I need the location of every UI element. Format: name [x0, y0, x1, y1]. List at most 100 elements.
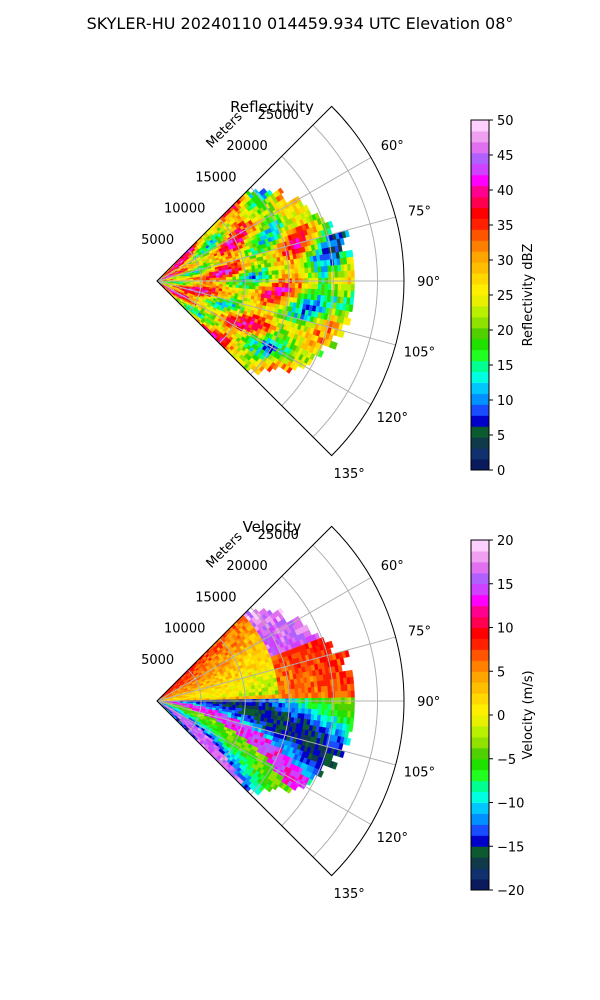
- colorbar-tick-label: 35: [497, 219, 514, 234]
- data-cell: [202, 278, 207, 281]
- data-cell: [291, 283, 296, 289]
- data-cell: [285, 273, 289, 279]
- data-cell: [350, 290, 355, 299]
- colorbar-tick-label: 10: [497, 394, 514, 409]
- data-cell: [271, 706, 276, 712]
- data-cell: [304, 283, 309, 290]
- colorbar-swatch: [471, 693, 489, 705]
- data-cell: [248, 272, 253, 277]
- colorbar-tick-label: 20: [497, 324, 514, 339]
- data-cell: [235, 690, 240, 695]
- colorbar-swatch: [471, 758, 489, 771]
- data-cell: [334, 691, 339, 699]
- data-cell: [327, 703, 332, 711]
- data-cell: [235, 702, 240, 706]
- data-cell: [311, 692, 316, 699]
- data-cell: [225, 276, 230, 280]
- data-cell: [248, 269, 253, 274]
- data-cell: [235, 282, 240, 286]
- colorbar-swatch: [471, 627, 489, 639]
- colorbar-swatch: [471, 682, 489, 694]
- data-cell: [248, 288, 253, 293]
- data-cell: [328, 220, 334, 229]
- data-cell: [265, 271, 270, 276]
- data-cell: [268, 702, 273, 708]
- colorbar-swatch: [471, 605, 489, 618]
- data-cell: [225, 274, 230, 278]
- reflectivity-panel: 60°75°90°105°120°135°5000100001500020000…: [141, 98, 536, 482]
- data-cell: [271, 702, 276, 708]
- data-cell: [321, 691, 326, 699]
- data-cell: [264, 710, 269, 715]
- data-cell: [304, 692, 309, 699]
- data-cell: [245, 689, 250, 694]
- data-cell: [344, 690, 349, 698]
- colorbar-swatch: [471, 583, 489, 596]
- colorbar-swatch: [471, 879, 489, 891]
- colorbar-swatch: [471, 769, 489, 782]
- data-cell: [219, 701, 224, 705]
- data-cell: [308, 283, 312, 290]
- data-cell: [271, 286, 276, 292]
- data-cell: [334, 703, 339, 711]
- data-cell: [285, 703, 289, 709]
- data-cell: [278, 702, 283, 708]
- colorbar-swatch: [471, 404, 489, 416]
- data-cell: [212, 697, 217, 701]
- data-cell: [271, 694, 276, 700]
- data-cell: [350, 710, 355, 719]
- data-cell: [271, 690, 276, 696]
- data-cell: [231, 271, 236, 275]
- data-cell: [278, 282, 283, 288]
- data-cell: [311, 703, 316, 710]
- range-tick-label: 10000: [164, 202, 205, 217]
- data-cell: [245, 695, 250, 700]
- colorbar-swatch: [471, 262, 489, 274]
- colorbar-swatch: [471, 835, 489, 847]
- data-cell: [344, 704, 349, 712]
- data-cell: [275, 702, 280, 708]
- data-cell: [294, 703, 299, 709]
- colorbar-tick-label: 0: [497, 709, 505, 724]
- data-cell: [350, 704, 355, 712]
- data-cell: [265, 286, 270, 291]
- angle-tick-label: 90°: [417, 695, 440, 710]
- data-cell: [215, 697, 220, 701]
- data-cell: [301, 273, 306, 279]
- data-cell: [268, 706, 273, 712]
- data-cell: [304, 288, 309, 295]
- data-cell: [320, 266, 325, 273]
- data-cell: [320, 709, 325, 716]
- figure-title: SKYLER-HU 20240110 014459.934 UTC Elevat…: [86, 14, 514, 33]
- data-cell: [215, 695, 220, 699]
- data-cell: [348, 304, 354, 313]
- data-cell: [340, 284, 345, 292]
- data-cell: [298, 693, 303, 699]
- data-cell: [347, 270, 352, 278]
- data-cell: [235, 270, 240, 275]
- data-cell: [294, 283, 299, 289]
- data-cell: [251, 692, 256, 697]
- data-cell: [285, 693, 289, 699]
- data-cell: [349, 676, 355, 685]
- data-cell: [228, 274, 233, 278]
- data-cell: [324, 685, 329, 693]
- data-cell: [238, 285, 243, 289]
- range-tick-label: 20000: [226, 139, 267, 154]
- colorbar-swatch: [471, 824, 489, 836]
- data-cell: [265, 282, 270, 288]
- data-cell: [215, 277, 220, 281]
- colorbar-tick-label: 20: [497, 534, 514, 549]
- data-cell: [348, 669, 354, 678]
- data-cell: [294, 268, 299, 274]
- data-cell: [347, 284, 352, 292]
- colorbar-swatch: [471, 130, 489, 143]
- data-cell: [294, 693, 299, 699]
- data-cell: [324, 271, 329, 279]
- data-cell: [206, 278, 210, 281]
- data-cell: [274, 706, 279, 712]
- panel-title: Reflectivity: [230, 98, 314, 116]
- data-cell: [252, 702, 256, 707]
- data-cell: [261, 289, 266, 295]
